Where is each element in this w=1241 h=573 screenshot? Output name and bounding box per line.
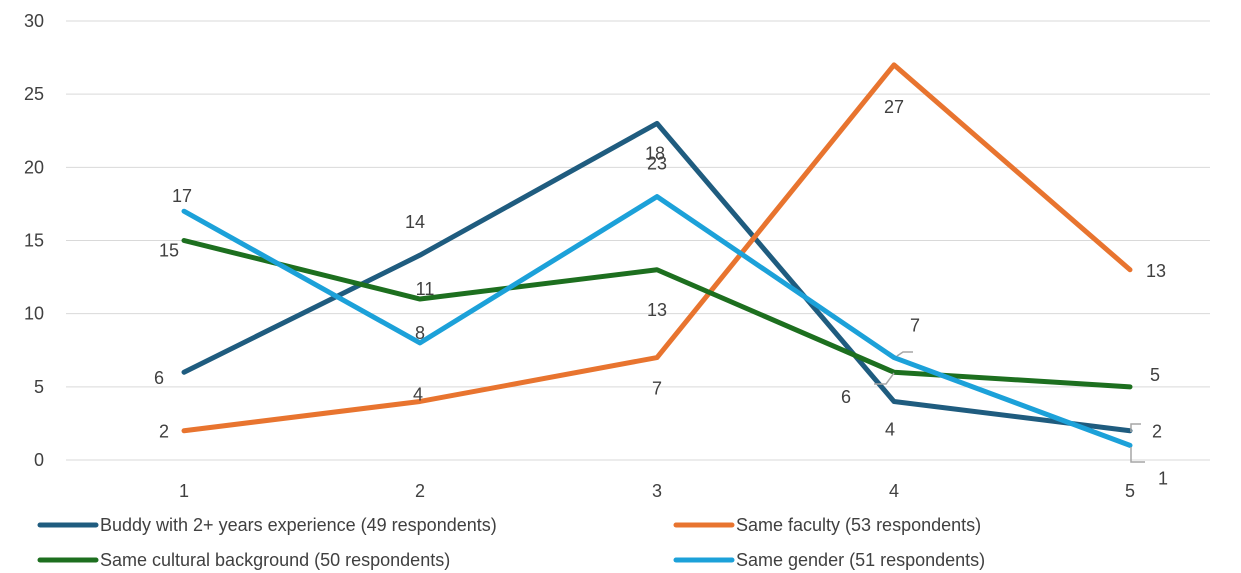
series-line-3 [181, 238, 1133, 390]
label-leader-line [896, 351, 913, 357]
data-label: 13 [647, 300, 667, 320]
data-label: 27 [884, 97, 904, 117]
data-label: 6 [154, 368, 164, 388]
data-label: 13 [1146, 261, 1166, 281]
x-tick-label: 2 [415, 481, 425, 501]
legend-item: Same cultural background (50 respondents… [37, 550, 450, 570]
y-tick-label: 15 [24, 231, 44, 251]
y-tick-label: 10 [24, 304, 44, 324]
data-label: 1 [1158, 468, 1168, 488]
data-label: 7 [910, 316, 920, 336]
data-label: 15 [159, 241, 179, 261]
y-tick-label: 0 [34, 450, 44, 470]
series-line-1 [181, 120, 1133, 434]
y-tick-label: 20 [24, 157, 44, 177]
grid-lines [66, 20, 1210, 461]
x-tick-label: 4 [889, 481, 899, 501]
data-label: 14 [405, 212, 425, 232]
legend-label: Same gender (51 respondents) [736, 550, 985, 570]
data-label: 2 [159, 422, 169, 442]
label-leader-line [874, 372, 895, 385]
data-label: 6 [841, 387, 851, 407]
y-tick-label: 30 [24, 11, 44, 31]
series-line-4 [181, 194, 1133, 448]
label-leader-line [1130, 423, 1141, 432]
legend-label: Buddy with 2+ years experience (49 respo… [100, 515, 497, 535]
label-leader-lines [874, 351, 1145, 463]
label-leader-line [1130, 447, 1145, 463]
legend-label: Same faculty (53 respondents) [736, 515, 981, 535]
legend-label: Same cultural background (50 respondents… [100, 550, 450, 570]
y-tick-label: 25 [24, 84, 44, 104]
legend-item: Same faculty (53 respondents) [673, 515, 981, 535]
x-tick-label: 1 [179, 481, 189, 501]
data-label: 18 [645, 144, 665, 164]
data-label: 11 [416, 279, 435, 299]
legend: Buddy with 2+ years experience (49 respo… [37, 515, 985, 570]
data-label: 5 [1150, 365, 1160, 385]
x-tick-label: 3 [652, 481, 662, 501]
series-line-2 [181, 62, 1133, 434]
legend-item: Same gender (51 respondents) [673, 550, 985, 570]
x-axis-tick-labels: 1 2 3 4 5 [179, 481, 1135, 501]
data-label: 2 [1152, 422, 1162, 442]
data-label: 17 [172, 186, 192, 206]
y-axis-tick-labels: 0 5 10 15 20 25 30 [24, 11, 44, 470]
legend-item: Buddy with 2+ years experience (49 respo… [37, 515, 497, 535]
data-labels: 6 14 23 4 2 2 4 7 27 13 15 11 13 6 5 17 8 18 7 1 [154, 97, 1168, 488]
data-label: 4 [413, 384, 423, 404]
data-label: 8 [415, 323, 425, 343]
data-label: 23 [647, 153, 667, 173]
data-label: 7 [652, 379, 662, 399]
data-label: 4 [885, 419, 895, 439]
y-tick-label: 5 [34, 377, 44, 397]
x-tick-label: 5 [1125, 481, 1135, 501]
series-lines [181, 62, 1133, 448]
